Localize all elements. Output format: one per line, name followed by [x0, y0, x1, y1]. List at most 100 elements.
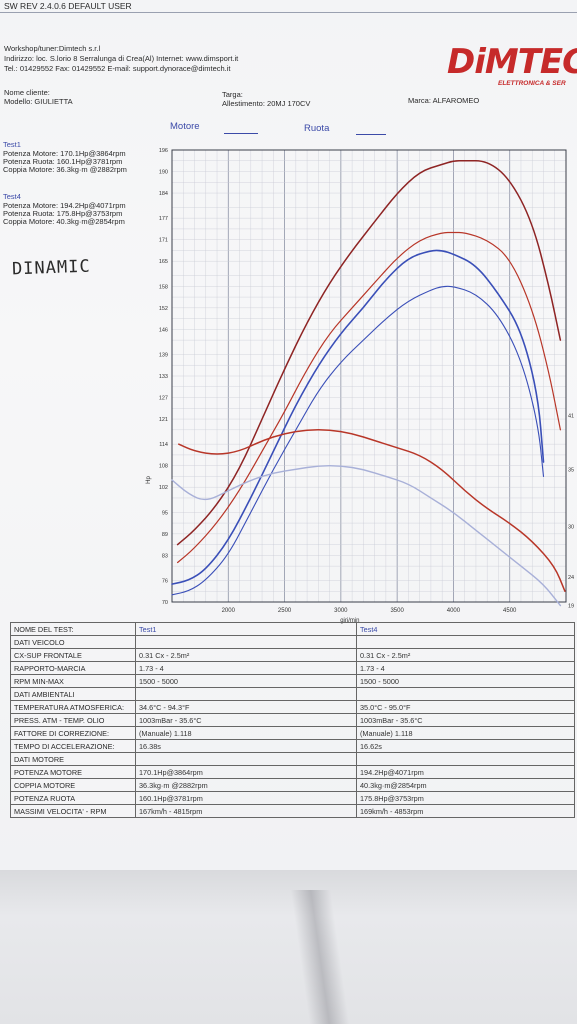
table-cell [356, 752, 575, 766]
table-cell: 170.1Hp@3864rpm [135, 765, 357, 779]
table-cell: 0.31 Cx - 2.5m² [356, 648, 575, 662]
y-tick-label: 152 [159, 306, 168, 312]
table-cell: 16.38s [135, 739, 357, 753]
table-cell: 40.3kg·m@2854rpm [356, 778, 575, 792]
table-row-label: COPPIA MOTORE [10, 778, 136, 792]
right-axis-label: 30 [568, 525, 574, 531]
y-tick-label: 127 [159, 396, 168, 402]
series-power-wheel-test1 [171, 285, 545, 596]
table-row: POTENZA RUOTA 160.1Hp@3781rpm 175.8Hp@3753… [10, 791, 575, 805]
table-row: RPM MIN-MAX 1500 - 5000 1500 - 5000 [10, 674, 575, 688]
dimtech-logo-subtitle: ELETTRONICA & SER [498, 80, 566, 87]
series-power-engine-test1 [171, 249, 545, 585]
table-cell [135, 635, 357, 649]
table-cell: 16.62s [356, 739, 575, 753]
dimtech-logo: DiMTEC [447, 42, 577, 82]
table-row: FATTORE DI CORREZIONE: (Manuale) 1.118 (Ma… [10, 726, 575, 740]
table-row: DATI AMBIENTALI [10, 687, 575, 701]
table-row-label: TEMPERATURA ATMOSFERICA: [10, 700, 136, 714]
y-tick-label: 165 [159, 259, 168, 265]
table-cell: 35.0°C - 95.0°F [356, 700, 575, 714]
phone-line: Tel.: 01429552 Fax: 01429552 E-mail: sup… [4, 64, 231, 73]
right-axis-label: 24 [568, 575, 574, 581]
plate-label: Targa: [222, 90, 243, 99]
table-cell: 1.73 - 4 [135, 661, 357, 675]
test4-name: Test4 [3, 192, 21, 201]
y-tick-label: 121 [159, 417, 168, 423]
y-tick-label: 102 [159, 485, 168, 491]
table-cell: 175.8Hp@3753rpm [356, 791, 575, 805]
table-row-label: FATTORE DI CORREZIONE: [10, 726, 136, 740]
x-tick-label: 2500 [278, 608, 292, 614]
table-row: TEMPERATURA ATMOSFERICA: 34.6°C - 94.3°F 3… [10, 700, 575, 714]
series-torque-test4 [178, 429, 566, 592]
table-row-label: TEMPO DI ACCELERAZIONE: [10, 739, 136, 753]
y-tick-label: 190 [159, 170, 168, 176]
x-tick-label: 2000 [222, 608, 236, 614]
table-cell: (Manuale) 1.118 [356, 726, 575, 740]
table-row-label: DATI VEICOLO [10, 635, 136, 649]
y-tick-label: 139 [159, 352, 168, 358]
table-row: MASSIMI VELOCITA' - RPM 167km/h - 4815rpm… [10, 804, 575, 818]
test1-power-engine: Potenza Motore: 170.1Hp@3864rpm [3, 149, 126, 158]
table-row-label: DATI AMBIENTALI [10, 687, 136, 701]
chart-series [171, 160, 566, 607]
y-tick-label: 171 [159, 238, 168, 244]
table-row-label: POTENZA RUOTA [10, 791, 136, 805]
series-torque-test1 [171, 465, 562, 607]
table-cell: 1.73 - 4 [356, 661, 575, 675]
test1-power-wheel: Potenza Ruota: 160.1Hp@3781rpm [3, 157, 123, 166]
table-cell: (Manuale) 1.118 [135, 726, 357, 740]
table-cell: 1500 - 5000 [356, 674, 575, 688]
legend-ruota-line [356, 134, 386, 135]
table-cell: Test4 [356, 622, 575, 636]
y-tick-label: 146 [159, 327, 168, 333]
table-cell: 1003mBar - 35.6°C [135, 713, 357, 727]
x-tick-label: 3000 [334, 608, 348, 614]
table-row-label: NOME DEL TEST: [10, 622, 136, 636]
table-row: DATI VEICOLO [10, 635, 575, 649]
software-label: SW REV 2.4.0.6 DEFAULT USER [4, 1, 132, 11]
right-axis-label: 41 [568, 413, 574, 419]
x-tick-label: 4500 [503, 608, 517, 614]
dyno-chart: 70 76 83 89 95 102 108 114 121 127 133 139 146 152 158… [146, 148, 574, 624]
table-row: CX-SUP FRONTALE 0.31 Cx - 2.5m² 0.31 Cx - … [10, 648, 575, 662]
brand-label: Marca: ALFAROMEO [408, 96, 480, 105]
table-cell [356, 687, 575, 701]
legend-motore: Motore [170, 121, 200, 132]
test1-name: Test1 [3, 140, 21, 149]
desk-surface [0, 870, 577, 1024]
table-cell: 160.1Hp@3781rpm [135, 791, 357, 805]
y-tick-label: 133 [159, 374, 168, 380]
x-tick-label: 4000 [447, 608, 461, 614]
test4-power-wheel: Potenza Ruota: 175.8Hp@3753rpm [3, 209, 123, 218]
y-tick-label: 114 [159, 442, 168, 448]
workshop-line: Workshop/tuner:Dimtech s.r.l [4, 44, 101, 53]
table-row-label: DATI MOTORE [10, 752, 136, 766]
legend-ruota: Ruota [304, 123, 330, 134]
table-cell: Test1 [135, 622, 357, 636]
y-tick-label: 177 [159, 216, 168, 222]
trim-label: Allestimento: 20MJ 170CV [222, 99, 311, 108]
table-cell: 34.6°C - 94.3°F [135, 700, 357, 714]
series-power-engine-test4 [176, 160, 562, 546]
table-row: COPPIA MOTORE 36.3kg·m @2882rpm 40.3kg·m@2… [10, 778, 575, 792]
table-row-label: PRESS. ATM - TEMP. OLIO [10, 713, 136, 727]
chart-axes [171, 149, 567, 603]
table-row-label: POTENZA MOTORE [10, 765, 136, 779]
table-header-row: NOME DEL TEST: Test1 Test4 [10, 622, 575, 636]
test1-torque: Coppia Motore: 36.3kg·m @2882rpm [3, 165, 127, 174]
y-tick-label: 89 [162, 532, 168, 538]
test-data-table: NOME DEL TEST: Test1 Test4 DATI VEICOLO CX-S… [10, 622, 575, 818]
y-tick-label: 158 [159, 284, 168, 290]
dyno-printout: SW REV 2.4.0.6 DEFAULT USER Workshop/tun… [0, 0, 577, 870]
table-row-label: CX-SUP FRONTALE [10, 648, 136, 662]
table-row-label: RPM MIN-MAX [10, 674, 136, 688]
table-cell [135, 687, 357, 701]
y-tick-label: 196 [159, 148, 168, 154]
table-cell: 194.2Hp@4071rpm [356, 765, 575, 779]
client-label: Nome cliente: [4, 88, 50, 97]
x-axis-label: giri/min [340, 618, 359, 624]
y-tick-label: 95 [162, 510, 168, 516]
table-cell [356, 635, 575, 649]
